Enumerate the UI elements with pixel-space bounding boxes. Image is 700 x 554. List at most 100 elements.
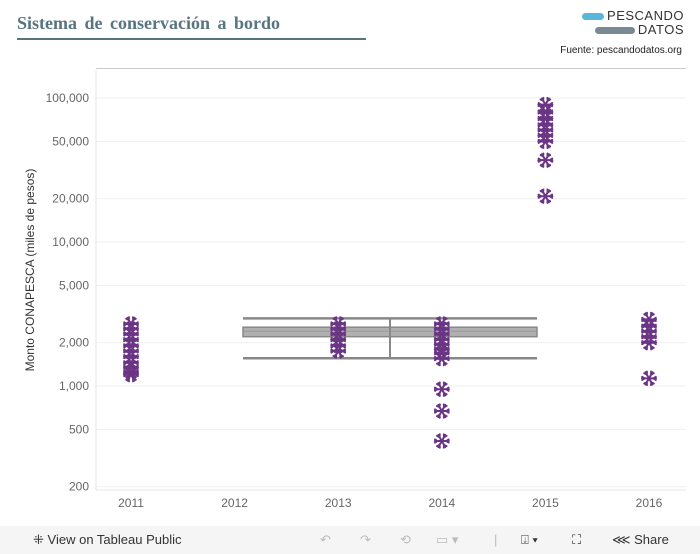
undo-icon[interactable]: ↶ bbox=[320, 532, 331, 547]
snowflake-branch bbox=[650, 370, 655, 376]
snowflake-branch bbox=[537, 193, 543, 199]
snowflake-branch bbox=[641, 316, 647, 322]
snowflake-branch bbox=[444, 386, 450, 392]
snowflake-branch bbox=[442, 321, 448, 327]
snowflake-branch bbox=[125, 366, 130, 373]
redo-icon[interactable]: ↷ bbox=[360, 532, 371, 547]
snowflake-branch bbox=[442, 391, 448, 397]
snowflake-branch bbox=[650, 380, 655, 387]
snowflake-branch bbox=[442, 433, 448, 439]
snowflake-branch bbox=[339, 331, 344, 338]
snowflake-branch bbox=[125, 331, 130, 338]
snowflake-point bbox=[433, 350, 450, 367]
snowflake-point bbox=[433, 433, 450, 449]
snowflake-branch bbox=[125, 359, 130, 365]
snowflake-branch bbox=[546, 188, 552, 194]
snowflake-branch bbox=[125, 343, 130, 349]
snowflake-branch bbox=[436, 360, 441, 367]
snowflake-branch bbox=[436, 331, 441, 338]
snowflake-branch bbox=[651, 316, 657, 322]
snowflake-branch bbox=[643, 380, 648, 387]
snowflake-branch bbox=[539, 110, 545, 117]
snowflake-branch bbox=[546, 122, 552, 128]
snowflake-point bbox=[641, 334, 657, 351]
snowflake-branch bbox=[539, 117, 545, 123]
y-tick-label: 500 bbox=[69, 422, 89, 436]
snowflake-branch bbox=[125, 321, 130, 327]
y-axis-title: Monto CONAPESCA (miles de pesos) bbox=[23, 169, 37, 372]
snowflake-branch bbox=[132, 321, 137, 327]
snowflake-branch bbox=[332, 338, 338, 344]
snowflake-branch bbox=[442, 381, 448, 387]
snowflake-branch bbox=[650, 323, 655, 329]
download-icon[interactable]: ⍗ ▾ bbox=[521, 532, 538, 547]
snowflake-branch bbox=[643, 345, 648, 351]
snowflake-branch bbox=[125, 355, 130, 361]
snowflake-branch bbox=[133, 337, 139, 343]
source-note: Fuente: pescandodatos.org bbox=[560, 45, 682, 56]
toolbar-separator: | bbox=[494, 532, 498, 547]
snowflake-branch bbox=[442, 336, 448, 342]
snowflake-branch bbox=[433, 346, 440, 352]
snowflake-branch bbox=[539, 127, 545, 134]
snowflake-branch bbox=[132, 326, 137, 332]
x-tick-label: 2013 bbox=[325, 496, 352, 510]
snowflake-branch bbox=[641, 375, 647, 381]
chart-title: Sistema de conservación a bordo bbox=[17, 13, 280, 33]
snowflake-branch bbox=[339, 316, 344, 322]
snowflake-branch bbox=[442, 443, 448, 449]
snowflake-branch bbox=[548, 109, 554, 115]
snowflake-branch bbox=[123, 337, 129, 343]
snowflake-branch bbox=[133, 354, 139, 360]
snowflake-branch bbox=[436, 316, 441, 322]
snowflake-branch bbox=[539, 162, 545, 168]
fullscreen-icon[interactable]: ⛶ bbox=[572, 532, 582, 547]
snowflake-branch bbox=[548, 157, 554, 163]
snowflake-branch bbox=[436, 321, 441, 327]
snowflake-branch bbox=[330, 348, 336, 354]
refresh-icon[interactable]: ▭ ▾ bbox=[436, 532, 459, 547]
divider bbox=[96, 68, 686, 69]
snowflake-branch bbox=[537, 102, 543, 108]
revert-icon[interactable]: ⟲ bbox=[400, 532, 411, 547]
snowflake-branch bbox=[442, 413, 448, 419]
snowflake-branch bbox=[436, 391, 441, 397]
share-button[interactable]: ⋘ Share bbox=[612, 532, 669, 547]
snowflake-branch bbox=[546, 110, 552, 117]
y-tick-label: 100,000 bbox=[46, 91, 90, 105]
snowflake-branch bbox=[539, 122, 545, 128]
snowflake-branch bbox=[132, 359, 137, 365]
snowflake-branch bbox=[436, 350, 441, 357]
snowflake-branch bbox=[132, 343, 137, 349]
snowflake-branch bbox=[546, 96, 552, 103]
snowflake-branch bbox=[650, 311, 655, 318]
snowflake-branch bbox=[132, 348, 137, 355]
snowflake-branch bbox=[546, 143, 552, 150]
snowflake-branch bbox=[132, 355, 137, 361]
view-on-tableau-button[interactable]: ⁜ View on Tableau Public bbox=[33, 532, 182, 547]
snowflake-branch bbox=[125, 376, 130, 383]
snowflake-branch bbox=[332, 331, 338, 338]
share-icon: ⋘ bbox=[612, 532, 631, 547]
snowflake-branch bbox=[650, 329, 655, 335]
snowflake-branch bbox=[442, 345, 448, 351]
snowflake-branch bbox=[650, 334, 655, 341]
snowflake-branch bbox=[442, 350, 448, 357]
snowflake-branch bbox=[537, 157, 543, 163]
snowflake-branch bbox=[332, 326, 338, 332]
snowflake-branch bbox=[339, 338, 344, 344]
scatter-chart: 200 500 1,000 2,000 5,000 10,000 20,000 50,000 1… bbox=[23, 70, 686, 510]
snowflake-branch bbox=[436, 336, 441, 342]
snowflake-branch bbox=[539, 133, 545, 139]
snowflake-branch bbox=[641, 340, 647, 346]
y-tick-label: 2,000 bbox=[59, 336, 89, 350]
y-tick-label: 50,000 bbox=[52, 134, 89, 148]
snowflake-branch bbox=[436, 413, 441, 419]
snowflake-branch bbox=[539, 152, 545, 158]
snowflake-point bbox=[433, 381, 450, 397]
snowflake-branch bbox=[332, 353, 338, 359]
x-tick-label: 2015 bbox=[532, 496, 559, 510]
snowflake-branch bbox=[537, 109, 543, 115]
snowflake-branch bbox=[436, 403, 441, 409]
snowflake-branch bbox=[537, 115, 543, 122]
